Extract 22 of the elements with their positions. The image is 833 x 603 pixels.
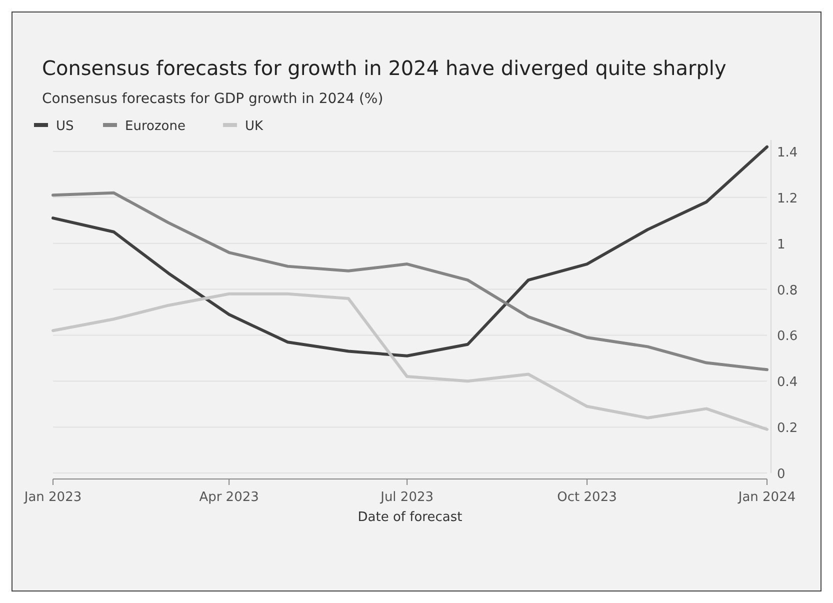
x-tick-label: Jan 2023: [23, 490, 82, 505]
x-tick-label: Apr 2023: [199, 490, 259, 505]
legend-label: Eurozone: [125, 119, 186, 134]
y-tick-label: 0.4: [777, 375, 798, 390]
y-tick-label: 1.4: [777, 145, 798, 160]
x-tick-label: Jul 2023: [380, 490, 434, 505]
y-tick-label: 0.8: [777, 283, 798, 298]
y-tick-label: 1: [777, 237, 786, 252]
y-tick-label: 1.2: [777, 191, 798, 206]
line-series: [52, 292, 768, 431]
line-series: [52, 191, 768, 372]
chart-title: Consensus forecasts for growth in 2024 have diverged quite sharply: [42, 56, 726, 80]
legend-label: UK: [245, 119, 264, 134]
y-tick-label: 0.6: [777, 329, 798, 344]
y-tick-label: 0.2: [777, 421, 798, 436]
legend-label: US: [56, 119, 74, 134]
line-series: [52, 145, 768, 358]
chart-subtitle: Consensus forecasts for GDP growth in 2024 (%): [42, 91, 384, 107]
x-axis-title: Date of forecast: [358, 510, 462, 525]
y-tick-label: 0: [777, 467, 786, 482]
x-tick-label: Oct 2023: [557, 490, 617, 505]
x-tick-label: Jan 2024: [737, 490, 796, 505]
